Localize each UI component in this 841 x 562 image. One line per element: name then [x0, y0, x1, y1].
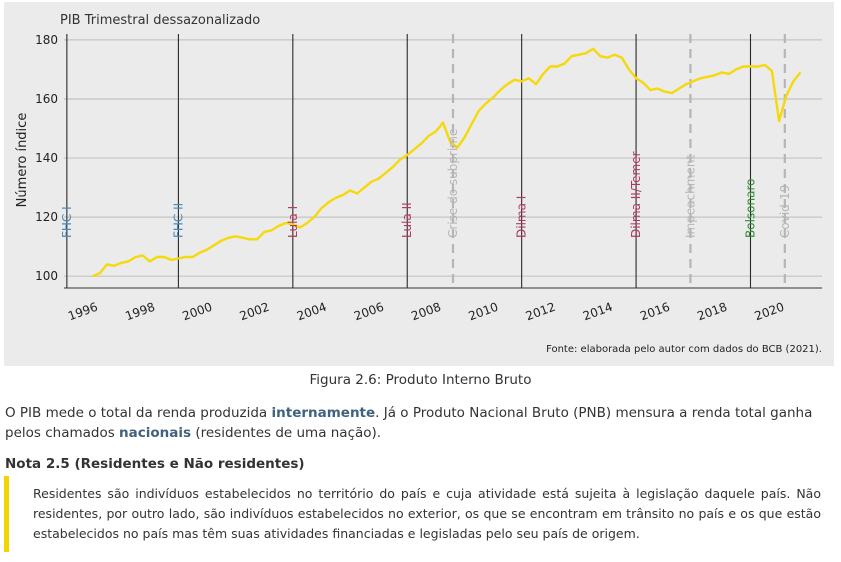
event-label: FHC I [60, 206, 74, 238]
chart-panel: PIB Trimestral dessazonalizado 100 120 140… [4, 2, 834, 366]
x-tick-label: 2000 [181, 300, 214, 324]
x-tick-label: 2010 [467, 300, 500, 324]
y-tick-label: 180 [35, 33, 58, 47]
x-tick-label: 1996 [66, 300, 99, 324]
paragraph-text-1: O PIB mede o total da renda produzida [5, 405, 272, 421]
grid [64, 39, 822, 277]
x-tick-label: 2014 [581, 300, 614, 324]
event-label: Bolsonaro [743, 179, 757, 238]
paragraph-text-3: (residentes de uma nação). [191, 425, 382, 441]
gdp-series-line [92, 47, 802, 278]
figure-caption: Figura 2.6: Produto Interno Bruto [309, 372, 532, 388]
event-label: Covid-19 [778, 185, 792, 238]
x-tick-label: 2020 [753, 300, 786, 324]
event-label: Lula II [400, 202, 414, 238]
event-lines [66, 34, 786, 288]
event-label: Dilma II/Temer [629, 151, 643, 238]
event-label: Crise do subprime [446, 129, 460, 238]
event-label: Impeachment [683, 155, 697, 238]
x-tick-label: 2008 [409, 300, 442, 324]
event-labels: FHC I FHC II Lula I Lula II Crise do subprim… [60, 129, 792, 238]
event-label: Lula I [286, 206, 300, 238]
series-layer [92, 47, 802, 278]
x-tick-label: 2018 [695, 300, 728, 324]
x-tick-label: 2006 [352, 300, 385, 324]
note-text: Residentes são indivíduos estabelecidos … [33, 486, 821, 541]
x-axis-ticks: 1996 1998 2000 2002 2004 2006 2008 2010 2012 2014… [64, 287, 822, 324]
chart-title: PIB Trimestral dessazonalizado [60, 13, 260, 28]
y-tick-label: 100 [35, 269, 58, 283]
body-paragraph: O PIB mede o total da renda produzida in… [5, 403, 835, 443]
chart-source: Fonte: elaborada pelo autor com dados do… [546, 344, 822, 355]
note-box: Residentes são indivíduos estabelecidos … [4, 476, 821, 552]
x-tick-label: 2004 [295, 300, 328, 324]
y-axis-ticks: 100 120 140 160 180 [35, 33, 58, 283]
note-title: Nota 2.5 (Residentes e Não residentes) [5, 456, 305, 472]
y-axis-label: Número índice [15, 113, 30, 208]
y-tick-label: 120 [35, 210, 58, 224]
x-tick-label: 2016 [638, 300, 671, 324]
paragraph-text-2: . Já o Produto Nacional Bruto (PNB) mens… [5, 405, 813, 441]
link-nacionais[interactable]: nacionais [119, 425, 192, 441]
x-tick-label: 2012 [524, 300, 557, 324]
y-tick-label: 140 [35, 151, 58, 165]
x-tick-label: 1998 [123, 300, 156, 324]
event-label: FHC II [171, 203, 185, 238]
event-label: Dilma I [515, 196, 529, 238]
y-tick-label: 160 [35, 92, 58, 106]
link-internamente[interactable]: internamente [271, 405, 376, 421]
x-tick-label: 2002 [238, 300, 271, 324]
gdp-line-chart: PIB Trimestral dessazonalizado 100 120 140… [15, 13, 822, 355]
